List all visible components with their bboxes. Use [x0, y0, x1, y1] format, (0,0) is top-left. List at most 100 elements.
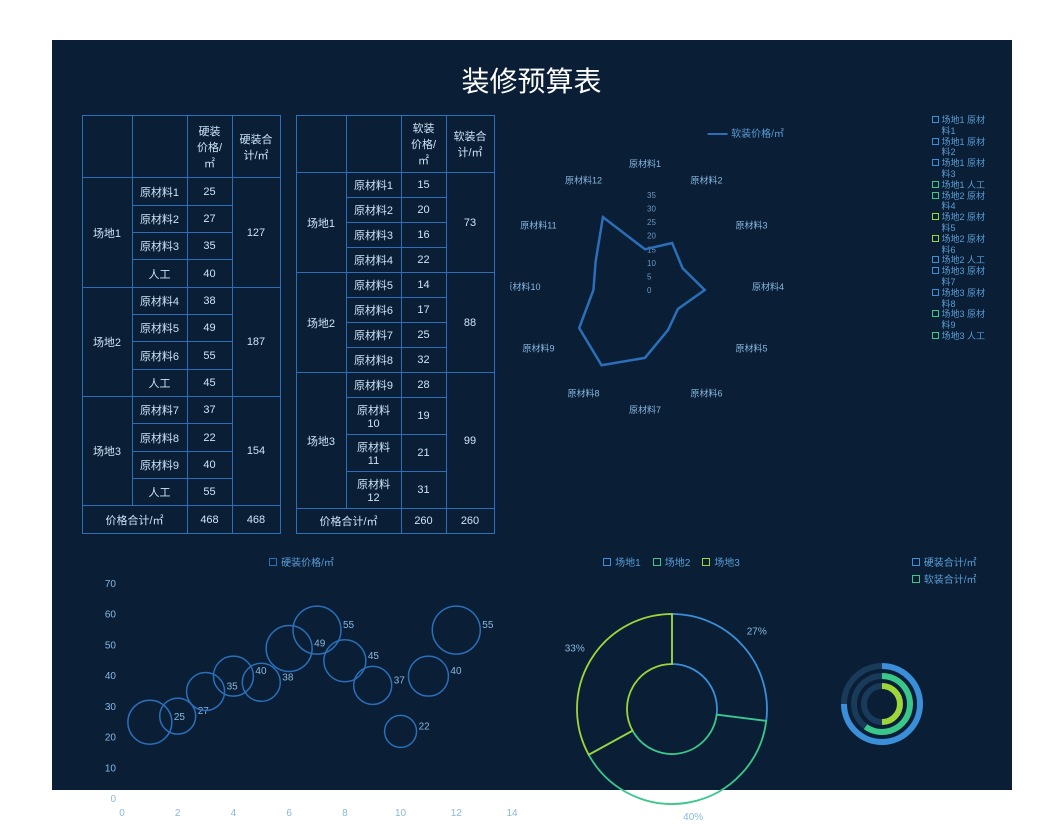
value-cell: 17 — [401, 298, 446, 323]
legend-item: 场地3 原材料7 — [932, 266, 987, 288]
sum-cell: 154 — [232, 397, 280, 506]
footer-val: 468 — [187, 506, 232, 534]
svg-text:8: 8 — [342, 808, 348, 819]
svg-text:原材料8: 原材料8 — [567, 388, 599, 399]
svg-text:45: 45 — [367, 651, 379, 662]
svg-text:原材料5: 原材料5 — [735, 343, 767, 354]
svg-text:38: 38 — [282, 672, 294, 683]
legend-item: 场地3 人工 — [932, 331, 987, 342]
svg-text:70: 70 — [104, 579, 116, 590]
svg-text:5: 5 — [647, 272, 652, 281]
site-cell: 场地2 — [296, 273, 346, 373]
value-cell: 20 — [401, 198, 446, 223]
legend-item: 场地2 人工 — [932, 255, 987, 266]
bottom-row: 硬装价格/㎡ 010203040506070024681012142527354… — [82, 554, 982, 834]
item-cell: 原材料12 — [346, 472, 401, 509]
item-cell: 人工 — [132, 479, 187, 506]
donut-legend-item: 硬装合计/㎡ — [912, 554, 977, 569]
bubble-legend: 硬装价格/㎡ — [82, 554, 522, 569]
item-cell: 原材料9 — [346, 373, 401, 398]
footer-val: 260 — [401, 509, 446, 534]
item-cell: 原材料2 — [346, 198, 401, 223]
donut-legend: 硬装合计/㎡软装合计/㎡ — [912, 554, 977, 588]
value-cell: 40 — [187, 260, 232, 287]
svg-text:2: 2 — [174, 808, 180, 819]
value-cell: 25 — [187, 178, 232, 205]
value-cell: 21 — [401, 435, 446, 472]
top-row: 硬装价格/㎡硬装合计/㎡场地1原材料125127原材料227原材料335人工40… — [82, 115, 982, 534]
svg-text:49: 49 — [314, 639, 326, 650]
value-cell: 16 — [401, 223, 446, 248]
footer-val2: 468 — [232, 506, 280, 534]
pie-legend-item: 场地1 — [603, 554, 641, 569]
value-cell: 40 — [187, 451, 232, 478]
site-cell: 场地1 — [296, 173, 346, 273]
legend-item: 场地1 原材料2 — [932, 137, 987, 159]
item-cell: 人工 — [132, 260, 187, 287]
svg-text:原材料1: 原材料1 — [628, 158, 660, 169]
value-cell: 49 — [187, 315, 232, 342]
item-cell: 原材料6 — [132, 342, 187, 369]
item-cell: 原材料11 — [346, 435, 401, 472]
site-cell: 场地2 — [82, 287, 132, 396]
svg-text:40: 40 — [104, 671, 116, 682]
value-cell: 55 — [187, 479, 232, 506]
item-cell: 原材料6 — [346, 298, 401, 323]
svg-text:原材料7: 原材料7 — [628, 404, 660, 415]
item-cell: 原材料7 — [346, 323, 401, 348]
item-cell: 原材料8 — [346, 348, 401, 373]
svg-text:20: 20 — [647, 232, 656, 241]
legend-item: 场地1 原材料3 — [932, 158, 987, 180]
svg-text:33%: 33% — [564, 643, 584, 654]
legend-item: 场地3 原材料9 — [932, 309, 987, 331]
item-cell: 原材料3 — [132, 233, 187, 260]
footer-val2: 260 — [446, 509, 494, 534]
item-cell: 原材料4 — [346, 248, 401, 273]
svg-text:6: 6 — [286, 808, 292, 819]
svg-text:40: 40 — [450, 666, 462, 677]
legend-item: 场地2 原材料6 — [932, 234, 987, 256]
value-cell: 15 — [401, 173, 446, 198]
sum-cell: 187 — [232, 287, 280, 396]
sum-cell: 73 — [446, 173, 494, 273]
pie-chart: 场地1场地2场地3 27%40%33% — [542, 554, 802, 834]
svg-text:4: 4 — [230, 808, 236, 819]
svg-text:55: 55 — [482, 620, 494, 631]
item-cell: 原材料9 — [132, 451, 187, 478]
sum-cell: 127 — [232, 178, 280, 287]
svg-text:30: 30 — [104, 702, 116, 713]
svg-text:27%: 27% — [746, 626, 766, 637]
value-cell: 31 — [401, 472, 446, 509]
item-cell: 原材料2 — [132, 205, 187, 232]
value-cell: 35 — [187, 233, 232, 260]
soft-table: 软装价格/㎡软装合计/㎡场地1原材料11573原材料220原材料316原材料42… — [296, 115, 495, 534]
legend-item: 场地1 人工 — [932, 180, 987, 191]
svg-text:35: 35 — [226, 682, 238, 693]
value-cell: 38 — [187, 287, 232, 314]
legend-item: 场地1 原材料1 — [932, 115, 987, 137]
footer-label: 价格合计/㎡ — [82, 506, 187, 534]
svg-text:60: 60 — [104, 610, 116, 621]
radar-legend: 软装价格/㎡ — [707, 125, 784, 140]
item-cell: 原材料1 — [346, 173, 401, 198]
svg-text:0: 0 — [119, 808, 125, 819]
value-cell: 25 — [401, 323, 446, 348]
svg-text:50: 50 — [104, 640, 116, 651]
site-cell: 场地3 — [82, 397, 132, 506]
item-cell: 原材料10 — [346, 398, 401, 435]
site-cell: 场地1 — [82, 178, 132, 287]
svg-text:原材料11: 原材料11 — [520, 220, 556, 231]
svg-text:12: 12 — [450, 808, 462, 819]
svg-text:0: 0 — [647, 286, 652, 295]
value-cell: 55 — [187, 342, 232, 369]
svg-text:原材料10: 原材料10 — [510, 281, 541, 292]
page-title: 装修预算表 — [82, 60, 982, 100]
item-cell: 原材料1 — [132, 178, 187, 205]
value-cell: 28 — [401, 373, 446, 398]
donut-chart: 硬装合计/㎡软装合计/㎡ — [822, 554, 982, 834]
svg-text:30: 30 — [647, 205, 656, 214]
svg-text:25: 25 — [173, 712, 185, 723]
side-legend: 场地1 原材料1场地1 原材料2场地1 原材料3场地1 人工场地2 原材料4场地… — [932, 115, 987, 342]
item-cell: 人工 — [132, 369, 187, 396]
svg-text:37: 37 — [393, 675, 405, 686]
